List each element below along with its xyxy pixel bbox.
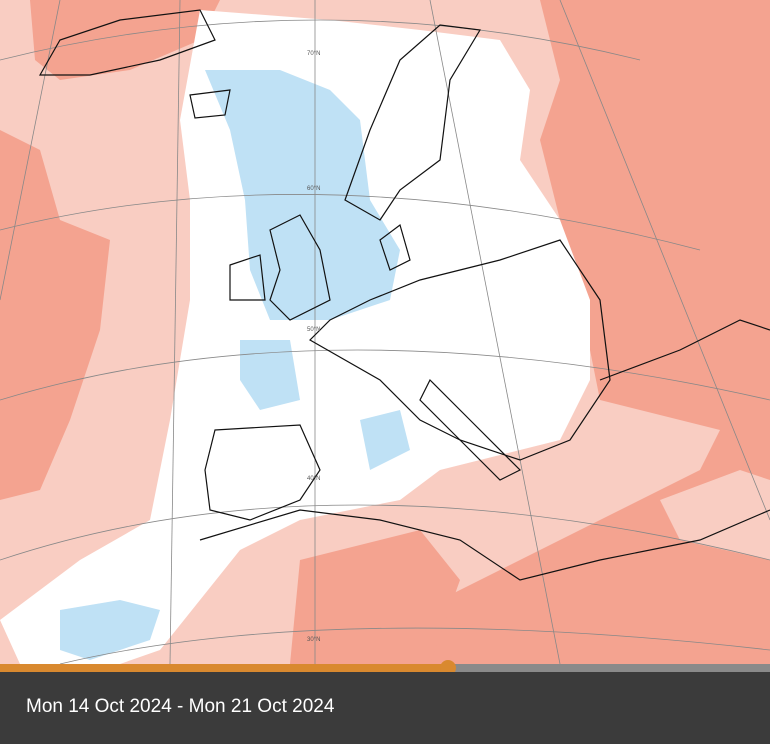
latitude-label: 60°N [307, 186, 320, 192]
caption-bar: Mon 14 Oct 2024 - Mon 21 Oct 2024 [0, 672, 770, 744]
anomaly-strong-africa [290, 530, 460, 664]
latitude-label: 30°N [307, 637, 320, 643]
greenland-anomaly [30, 0, 220, 80]
coastline [38, 9, 770, 581]
graticule [0, 0, 770, 665]
anomaly-light-east [660, 470, 770, 560]
anomaly-cool-canary [60, 600, 160, 660]
anomaly-cool-biscay [240, 340, 300, 410]
anomaly-strong-atlantic [0, 130, 110, 500]
slider-knob[interactable] [440, 660, 456, 672]
latitude-label: 70°N [307, 51, 320, 57]
anomaly-cool-med [360, 410, 410, 470]
latitude-label: 50°N [307, 327, 320, 333]
map: 70°N 60°N 50°N 40°N 30°N [0, 0, 770, 672]
latitude-labels: 70°N 60°N 50°N 40°N 30°N [307, 51, 320, 643]
slider-progress [0, 664, 448, 672]
date-range: Mon 14 Oct 2024 - Mon 21 Oct 2024 [26, 696, 335, 717]
latitude-label: 40°N [307, 476, 320, 482]
anomaly-neutral [0, 10, 590, 664]
